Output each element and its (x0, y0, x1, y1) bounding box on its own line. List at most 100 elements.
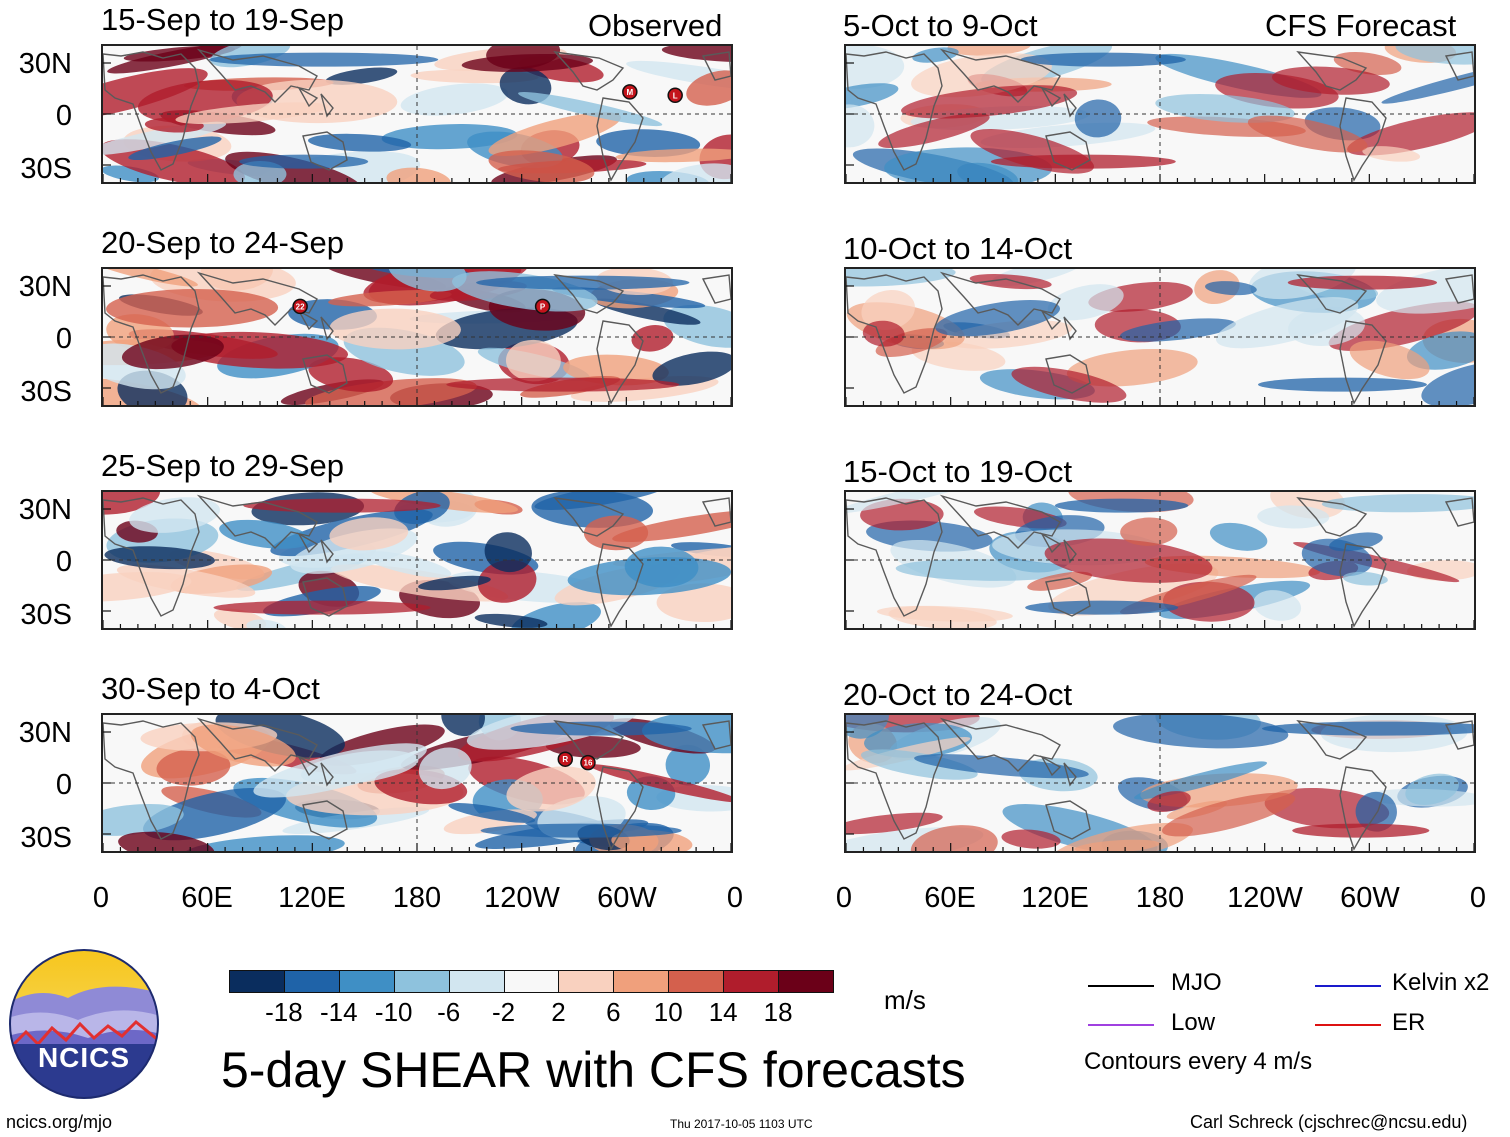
coastline (939, 48, 1061, 103)
legend-line-kelvin (1315, 985, 1381, 987)
lat-label-eq: 0 (55, 546, 72, 578)
shear-anomaly-region (418, 747, 472, 790)
shear-anomaly-region (1120, 517, 1178, 546)
legend-line-er (1315, 1024, 1381, 1026)
lon-tick-label: 0 (835, 882, 853, 914)
shear-anomaly-region (1066, 348, 1198, 387)
shear-anomaly-region (846, 492, 995, 514)
colorbar-swatch (338, 970, 395, 993)
lat-label-30n: 30N (18, 271, 72, 303)
coastline (701, 497, 731, 527)
coastline (846, 51, 943, 171)
shear-anomaly-region (910, 825, 998, 851)
jet-anomaly-band (1020, 52, 1186, 67)
shear-anomaly-region (1406, 331, 1474, 370)
shear-anomaly-region (1349, 340, 1430, 380)
storm-label: M (626, 88, 633, 97)
coastline (1040, 86, 1077, 118)
colorbar-tick-label: 2 (551, 997, 566, 1027)
storm-label: L (673, 91, 678, 100)
map-canvas (846, 492, 1474, 628)
shear-anomaly-region (947, 46, 1032, 56)
shear-anomaly-region (615, 148, 731, 163)
map-panel-6 (844, 267, 1476, 407)
footer-left: ncics.org/mjo (6, 1112, 113, 1132)
shear-anomaly-region (488, 112, 621, 156)
coastline (103, 720, 200, 840)
coastline (596, 97, 644, 182)
shear-anomaly-region (1376, 269, 1474, 314)
shear-anomaly-region (846, 269, 956, 287)
shear-anomaly-region (1271, 66, 1390, 95)
coastline (196, 48, 318, 103)
shear-anomaly-region (104, 546, 216, 570)
colorbar-swatch (723, 970, 780, 993)
lat-label-30n: 30N (18, 717, 72, 749)
coastline (596, 320, 644, 405)
shear-anomaly-region (329, 517, 409, 551)
colorbar-tick-label: -2 (491, 997, 516, 1027)
map-panel-2: 22 P (101, 267, 733, 407)
storm-label: 22 (296, 302, 305, 311)
map-canvas (103, 492, 731, 628)
jet-anomaly-band (990, 154, 1176, 169)
jet-anomaly-band (243, 498, 441, 513)
lat-label-30s: 30S (20, 822, 72, 854)
coastline (553, 51, 625, 91)
ncics-logo-graphic (9, 949, 159, 1099)
coastline (103, 274, 200, 394)
colorbar-tick-label: -10 (374, 997, 413, 1027)
shear-anomaly-region (103, 492, 161, 515)
shear-anomaly-region (860, 749, 978, 780)
shear-anomaly-region (875, 328, 948, 357)
contour-note: Contours every 4 m/s (1084, 1048, 1313, 1075)
forecast-header: CFS Forecast (1265, 8, 1457, 43)
shear-anomaly-region (1257, 505, 1330, 529)
lon-tick-label: 0 (1469, 882, 1487, 914)
coastline (302, 800, 348, 840)
colorbar-swatch (229, 970, 285, 993)
coastline (297, 532, 334, 564)
legend-line-mjo (1088, 985, 1154, 987)
storm-label: R (562, 755, 568, 764)
map-panel-8 (844, 713, 1476, 853)
shear-anomaly-region (518, 91, 663, 127)
map-panel-3 (101, 490, 733, 630)
coastline (846, 497, 943, 617)
shear-anomaly-region (506, 766, 596, 812)
coastline (103, 497, 200, 617)
shear-anomaly-region (624, 546, 699, 588)
coastline (701, 51, 731, 81)
jet-anomaly-band (239, 154, 369, 169)
map-canvas: R 16 (103, 715, 731, 851)
shear-anomaly-region (862, 320, 905, 347)
colorbar-swatch (503, 970, 560, 993)
shear-anomaly-region (861, 290, 915, 331)
colorbar-tick-label: -18 (265, 997, 303, 1027)
shear-anomaly-region (477, 559, 537, 603)
lat-label-30s: 30S (20, 153, 72, 185)
coastline (701, 720, 731, 750)
shear-anomaly-region (308, 357, 394, 392)
coastline (596, 543, 644, 628)
shear-anomaly-region (488, 150, 595, 182)
coastline (1444, 497, 1474, 527)
shear-anomaly-region (1134, 761, 1267, 800)
shear-anomaly-region (330, 564, 509, 602)
coastline (1339, 766, 1387, 851)
shear-anomaly-region (103, 572, 192, 602)
legend-label-kelvin: Kelvin x2 (1392, 969, 1490, 996)
colorbar-swatch (778, 970, 834, 993)
coastline (1045, 131, 1091, 171)
shear-anomaly-region (1027, 571, 1093, 591)
shear-anomaly-region (388, 269, 467, 292)
lon-tick-label: 60W (597, 882, 657, 914)
panel-title-6: 10-Oct to 14-Oct (843, 231, 1073, 266)
lat-label-30s: 30S (20, 376, 72, 408)
lon-tick-label: 0 (92, 882, 110, 914)
shear-anomaly-region (686, 70, 731, 106)
colorbar-swatch (668, 970, 725, 993)
lon-tick-label: 120E (278, 882, 346, 914)
shear-anomaly-region (474, 613, 548, 628)
